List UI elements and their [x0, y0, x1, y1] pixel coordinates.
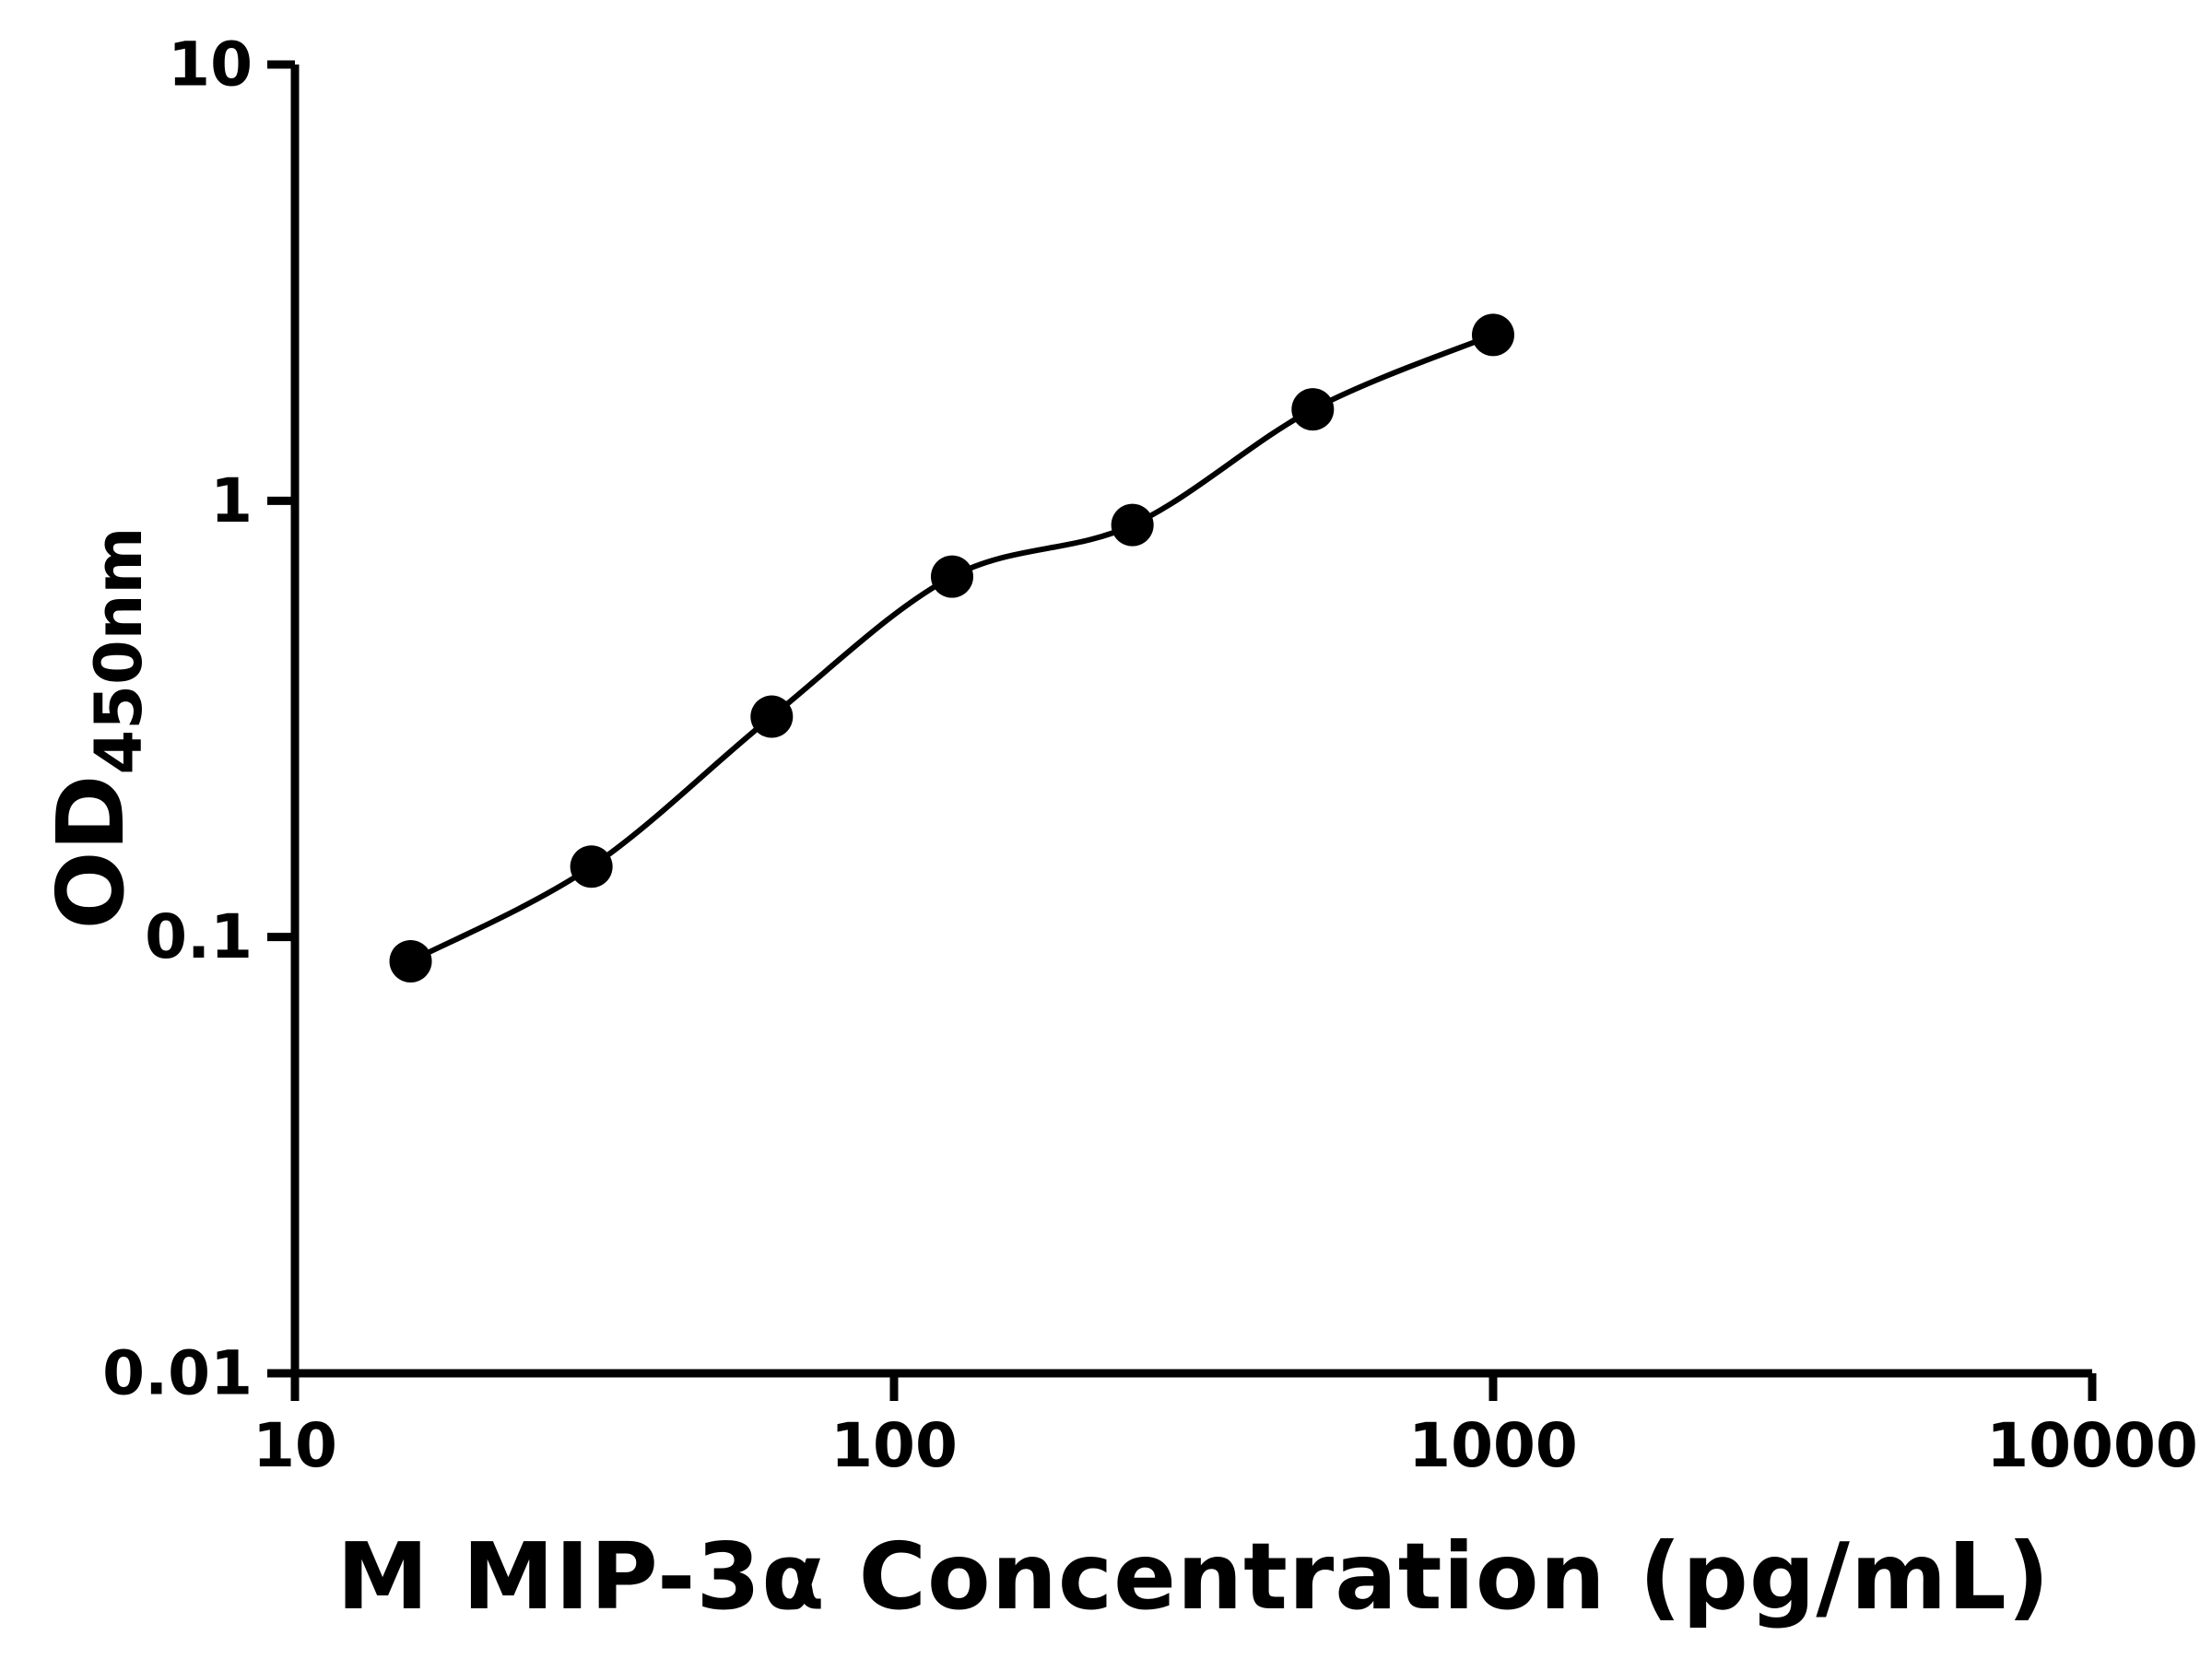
data-point-marker	[1291, 388, 1335, 431]
data-point-marker	[389, 939, 432, 982]
data-point-marker	[1111, 503, 1154, 547]
x-tick-label: 10	[253, 1410, 337, 1481]
x-axis-title: M MIP-3α Concentration (pg/mL)	[336, 1523, 2051, 1630]
data-point-marker	[930, 555, 973, 598]
y-tick-label: 0.1	[145, 901, 253, 972]
y-axis-title-subscript: 450nm	[81, 526, 157, 775]
x-tick-label: 100	[830, 1410, 958, 1481]
x-tick-label: 1000	[1408, 1410, 1578, 1481]
x-tick-label: 10000	[1986, 1410, 2198, 1481]
y-axis-title: OD450nm	[37, 527, 157, 930]
y-tick-label: 0.01	[102, 1338, 253, 1409]
data-point-marker	[750, 695, 794, 738]
data-point-marker	[570, 845, 613, 888]
y-axis-title-main: OD	[37, 774, 145, 930]
y-tick-label: 1	[210, 465, 253, 536]
y-tick-label: 10	[168, 29, 253, 100]
data-point-marker	[1472, 313, 1514, 357]
